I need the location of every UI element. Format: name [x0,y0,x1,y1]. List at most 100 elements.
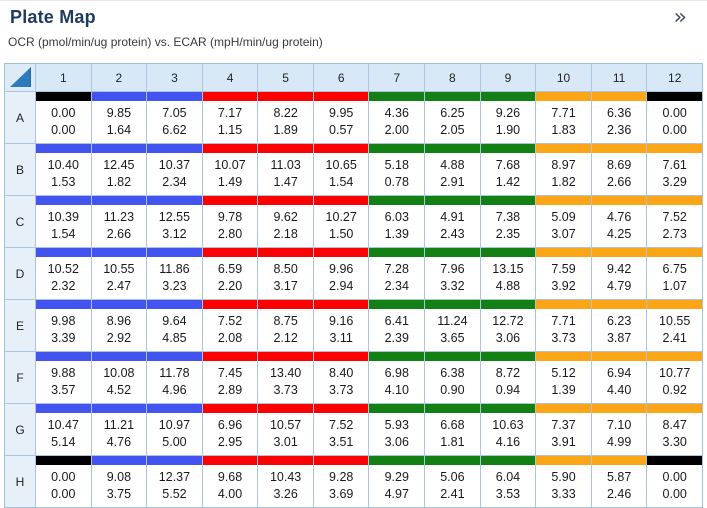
well-A7[interactable]: 4.36 2.00 [369,92,425,143]
well-G12[interactable]: 8.47 3.30 [647,404,702,455]
column-header-9[interactable]: 9 [480,64,536,91]
well-G2[interactable]: 11.21 4.76 [91,404,147,455]
well-C4[interactable]: 9.78 2.80 [202,196,258,247]
column-header-11[interactable]: 11 [591,64,647,91]
well-H5[interactable]: 10.43 3.26 [258,456,313,507]
row-header-A[interactable]: A [5,92,35,143]
well-E2[interactable]: 8.96 2.92 [91,300,147,351]
well-G10[interactable]: 7.37 3.91 [536,404,591,455]
well-E5[interactable]: 8.75 2.12 [258,300,313,351]
well-G11[interactable]: 7.10 4.99 [591,404,647,455]
well-B9[interactable]: 7.68 1.42 [480,144,536,195]
double-chevron-right-icon[interactable]: » [670,3,691,32]
well-C8[interactable]: 4.91 2.43 [425,196,480,247]
well-A4[interactable]: 7.17 1.15 [202,92,258,143]
well-B2[interactable]: 12.45 1.82 [91,144,147,195]
well-B1[interactable]: 10.40 1.53 [36,144,91,195]
well-E7[interactable]: 6.41 2.39 [369,300,425,351]
column-header-8[interactable]: 8 [425,64,480,91]
well-E3[interactable]: 9.64 4.85 [147,300,202,351]
column-header-7[interactable]: 7 [369,64,425,91]
well-B4[interactable]: 10.07 1.49 [202,144,258,195]
well-A1[interactable]: 0.00 0.00 [36,92,91,143]
row-header-E[interactable]: E [5,300,35,351]
well-D9[interactable]: 13.15 4.88 [480,248,536,299]
well-A8[interactable]: 6.25 2.05 [425,92,480,143]
well-C12[interactable]: 7.52 2.73 [647,196,702,247]
well-E1[interactable]: 9.98 3.39 [36,300,91,351]
well-B5[interactable]: 11.03 1.47 [258,144,313,195]
well-D5[interactable]: 8.50 3.17 [258,248,313,299]
well-B8[interactable]: 4.88 2.91 [425,144,480,195]
well-F10[interactable]: 5.12 1.39 [536,352,591,403]
well-F9[interactable]: 8.72 0.94 [480,352,536,403]
well-H6[interactable]: 9.28 3.69 [313,456,369,507]
well-E11[interactable]: 6.23 3.87 [591,300,647,351]
well-D6[interactable]: 9.96 2.94 [313,248,369,299]
well-C7[interactable]: 6.03 1.39 [369,196,425,247]
well-E8[interactable]: 11.24 3.65 [425,300,480,351]
well-A11[interactable]: 6.36 2.36 [591,92,647,143]
well-A10[interactable]: 7.71 1.83 [536,92,591,143]
well-G4[interactable]: 6.96 2.95 [202,404,258,455]
well-C6[interactable]: 10.27 1.50 [313,196,369,247]
well-E4[interactable]: 7.52 2.08 [202,300,258,351]
well-E10[interactable]: 7.71 3.73 [536,300,591,351]
well-H1[interactable]: 0.00 0.00 [36,456,91,507]
column-header-5[interactable]: 5 [258,64,313,91]
well-F6[interactable]: 8.40 3.73 [313,352,369,403]
well-G6[interactable]: 7.52 3.51 [313,404,369,455]
well-H2[interactable]: 9.08 3.75 [91,456,147,507]
well-H12[interactable]: 0.00 0.00 [647,456,702,507]
well-D1[interactable]: 10.52 2.32 [36,248,91,299]
well-F7[interactable]: 6.98 4.10 [369,352,425,403]
well-G3[interactable]: 10.97 5.00 [147,404,202,455]
well-F8[interactable]: 6.38 0.90 [425,352,480,403]
column-header-6[interactable]: 6 [313,64,369,91]
well-G1[interactable]: 10.47 5.14 [36,404,91,455]
well-A12[interactable]: 0.00 0.00 [647,92,702,143]
well-F1[interactable]: 9.88 3.57 [36,352,91,403]
well-C10[interactable]: 5.09 3.07 [536,196,591,247]
well-H9[interactable]: 6.04 3.53 [480,456,536,507]
well-G7[interactable]: 5.93 3.06 [369,404,425,455]
well-B7[interactable]: 5.18 0.78 [369,144,425,195]
well-H8[interactable]: 5.06 2.41 [425,456,480,507]
row-header-B[interactable]: B [5,144,35,195]
column-header-4[interactable]: 4 [202,64,258,91]
well-C2[interactable]: 11.23 2.66 [91,196,147,247]
well-D12[interactable]: 6.75 1.07 [647,248,702,299]
well-B3[interactable]: 10.37 2.34 [147,144,202,195]
well-H10[interactable]: 5.90 3.33 [536,456,591,507]
select-all-corner[interactable] [5,64,35,91]
well-H3[interactable]: 12.37 5.52 [147,456,202,507]
row-header-D[interactable]: D [5,248,35,299]
well-A5[interactable]: 8.22 1.89 [258,92,313,143]
well-A3[interactable]: 7.05 6.62 [147,92,202,143]
well-C11[interactable]: 4.76 4.25 [591,196,647,247]
well-D8[interactable]: 7.96 3.32 [425,248,480,299]
well-B10[interactable]: 8.97 1.82 [536,144,591,195]
well-F11[interactable]: 6.94 4.40 [591,352,647,403]
well-C9[interactable]: 7.38 2.35 [480,196,536,247]
well-G9[interactable]: 10.63 4.16 [480,404,536,455]
well-E9[interactable]: 12.72 3.06 [480,300,536,351]
column-header-1[interactable]: 1 [36,64,91,91]
row-header-H[interactable]: H [5,456,35,507]
well-D7[interactable]: 7.28 2.34 [369,248,425,299]
well-F2[interactable]: 10.08 4.52 [91,352,147,403]
well-A6[interactable]: 9.95 0.57 [313,92,369,143]
well-B6[interactable]: 10.65 1.54 [313,144,369,195]
column-header-10[interactable]: 10 [536,64,591,91]
well-E6[interactable]: 9.16 3.11 [313,300,369,351]
row-header-F[interactable]: F [5,352,35,403]
row-header-G[interactable]: G [5,404,35,455]
well-C1[interactable]: 10.39 1.54 [36,196,91,247]
well-D2[interactable]: 10.55 2.47 [91,248,147,299]
well-G8[interactable]: 6.68 1.81 [425,404,480,455]
well-F5[interactable]: 13.40 3.73 [258,352,313,403]
well-A2[interactable]: 9.85 1.64 [91,92,147,143]
well-D11[interactable]: 9.42 4.79 [591,248,647,299]
well-B11[interactable]: 8.69 2.66 [591,144,647,195]
well-F4[interactable]: 7.45 2.89 [202,352,258,403]
